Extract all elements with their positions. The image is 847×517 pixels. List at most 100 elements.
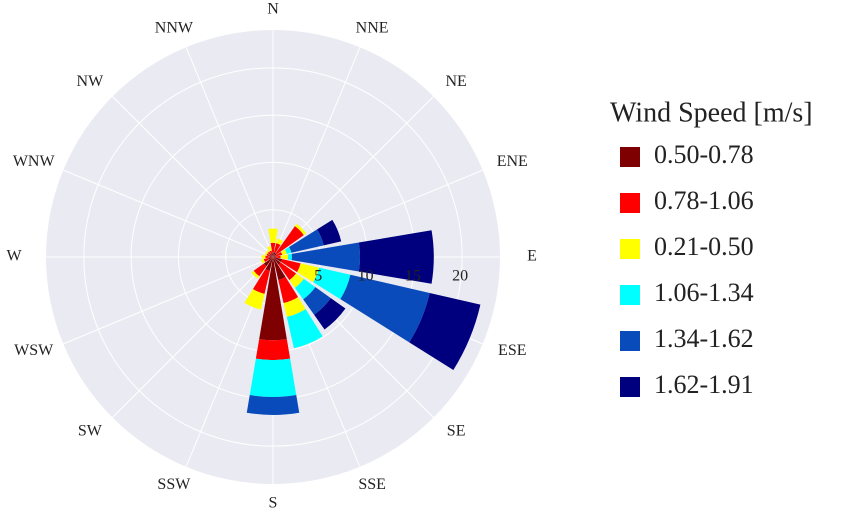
grid-spoke <box>185 47 274 258</box>
bar-segment <box>283 297 306 317</box>
bar-segment <box>269 254 273 257</box>
direction-label: NNW <box>155 19 194 36</box>
legend-swatch <box>620 285 640 305</box>
bar-segment <box>267 251 271 255</box>
bar-segment <box>275 255 281 259</box>
bar-segment <box>274 243 281 253</box>
grid-spoke <box>112 256 274 418</box>
bar-segment <box>289 273 304 288</box>
direction-label: SE <box>447 422 466 439</box>
legend-swatch <box>620 147 640 167</box>
bar-segment <box>278 277 299 304</box>
bar-segment <box>358 230 434 284</box>
bar-segment <box>264 252 268 256</box>
bar-segment <box>259 257 287 341</box>
direction-label: W <box>6 248 22 265</box>
grid-spoke <box>112 96 274 258</box>
direction-label: WNW <box>13 153 56 170</box>
bar-segment <box>268 228 278 244</box>
bar-segment <box>278 262 297 281</box>
direction-label: S <box>269 495 278 512</box>
bar-segment <box>285 246 292 254</box>
bar-segment <box>313 267 351 300</box>
direction-label: SW <box>78 422 103 439</box>
direction-label: ESE <box>498 342 526 359</box>
bar-segment <box>340 274 430 343</box>
bar-segment <box>291 242 361 272</box>
bar-segment <box>269 250 273 254</box>
grid-spoke <box>63 256 274 345</box>
bar-segment <box>273 252 276 257</box>
bar-segment <box>303 287 331 315</box>
bar-segment <box>409 292 481 370</box>
bar-segment <box>275 226 304 255</box>
direction-label: NNE <box>356 19 389 36</box>
bar-segment <box>317 219 342 246</box>
direction-label: NE <box>445 73 466 90</box>
bar-segment <box>261 255 266 259</box>
bar-segment <box>275 251 283 257</box>
bar-segment <box>252 269 270 294</box>
legend-label: 0.78-1.06 <box>654 186 754 215</box>
r-tick-label: 20 <box>452 268 468 285</box>
bar-segment <box>280 254 289 260</box>
legend-label: 0.21-0.50 <box>654 232 754 261</box>
legend-swatch <box>620 239 640 259</box>
bar-segment <box>287 253 292 261</box>
grid-spoke <box>63 169 274 258</box>
r-tick-label: 5 <box>314 268 322 285</box>
grid-spoke <box>272 47 361 258</box>
bar-segment <box>265 257 273 271</box>
direction-label: ENE <box>497 153 528 170</box>
bar-segment <box>261 259 265 264</box>
direction-label: SSE <box>358 476 386 493</box>
bar-segment <box>263 257 273 267</box>
bar-segment <box>289 229 324 253</box>
bar-segment <box>255 339 291 361</box>
bar-segment <box>269 253 273 257</box>
bar-segment <box>273 257 286 281</box>
bar-segment <box>251 270 260 279</box>
legend-label: 1.06-1.34 <box>654 278 754 307</box>
direction-label: WSW <box>14 342 54 359</box>
bar-segment <box>253 263 267 277</box>
bar-segment <box>244 289 265 310</box>
legend-title: Wind Speed [m/s] <box>610 97 813 128</box>
bar-segment <box>273 257 281 265</box>
bar-segment <box>281 259 301 273</box>
bar-segment <box>314 298 346 330</box>
legend-label: 1.62-1.91 <box>654 370 754 399</box>
bar-segment <box>273 255 276 257</box>
bar-segment <box>266 245 272 252</box>
bar-segment <box>270 253 273 257</box>
legend-swatch <box>620 331 640 351</box>
r-tick-label: 10 <box>358 268 374 285</box>
bar-segment <box>263 258 269 263</box>
bar-segment <box>276 238 284 245</box>
direction-label: E <box>527 248 537 265</box>
bar-segment <box>273 253 277 257</box>
legend-swatch <box>620 193 640 213</box>
legend-label: 0.50-0.78 <box>654 140 754 169</box>
direction-label: NW <box>77 73 105 90</box>
legend-label: 1.34-1.62 <box>654 324 754 353</box>
bar-segment <box>269 256 273 258</box>
bar-segment <box>266 250 270 254</box>
direction-label: N <box>267 1 279 18</box>
bar-segment <box>246 395 300 415</box>
bar-segment <box>268 257 273 260</box>
r-tick-label: 15 <box>405 268 421 285</box>
bar-segment <box>266 253 270 257</box>
bar-segment <box>297 263 320 283</box>
bar-segment <box>270 242 276 253</box>
bar-segment <box>281 249 287 255</box>
bar-segment <box>294 223 307 236</box>
bar-segment <box>273 257 283 263</box>
bar-segment <box>272 252 274 257</box>
bar-segment <box>286 309 323 349</box>
bar-segment <box>294 278 316 300</box>
bar-segment <box>273 256 276 258</box>
direction-label: SSW <box>157 476 191 493</box>
